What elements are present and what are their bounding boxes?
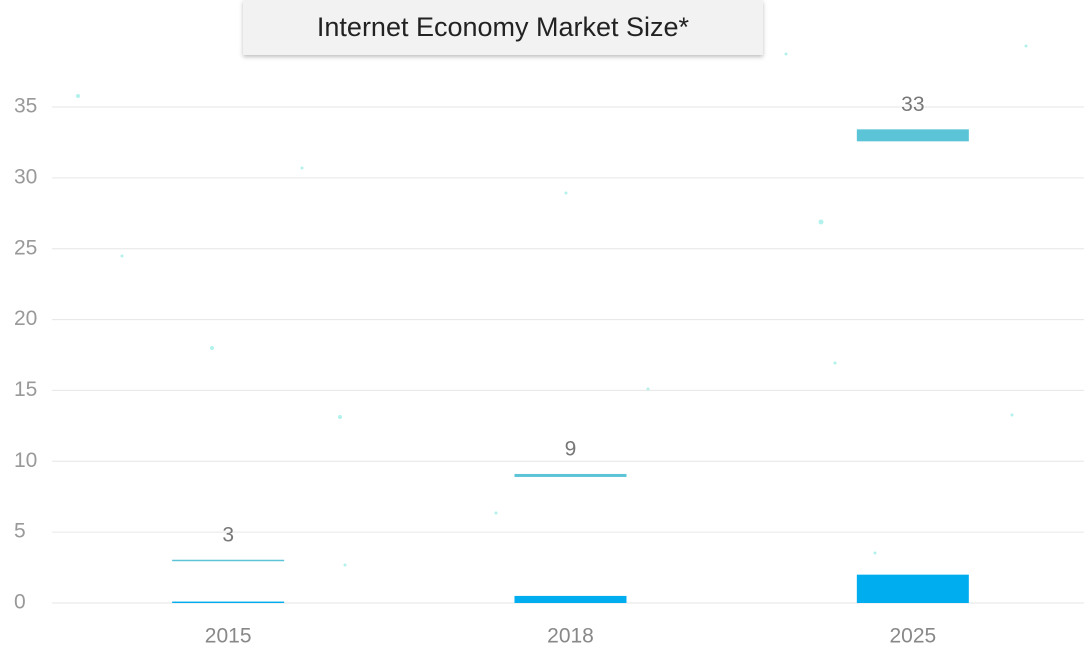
value-marker xyxy=(172,559,285,562)
bar xyxy=(856,574,969,603)
y-tick-label: 15 xyxy=(14,378,37,401)
value-label: 3 xyxy=(222,523,234,546)
x-tick-label: 2025 xyxy=(889,625,936,648)
y-tick-label: 10 xyxy=(14,449,37,472)
value-label: 9 xyxy=(565,438,577,461)
y-tick-label: 0 xyxy=(14,591,26,614)
bar xyxy=(514,595,627,603)
bar xyxy=(172,601,285,603)
y-tick-label: 5 xyxy=(14,520,26,543)
y-tick-label: 25 xyxy=(14,236,37,259)
value-marker xyxy=(856,129,969,142)
y-tick-label: 20 xyxy=(14,307,37,330)
value-marker xyxy=(514,473,627,477)
y-tick-label: 35 xyxy=(14,95,37,118)
chart-title: Internet Economy Market Size* xyxy=(243,0,763,55)
value-label: 33 xyxy=(901,93,924,116)
decoration xyxy=(76,44,1028,567)
x-tick-label: 2018 xyxy=(547,625,594,648)
x-tick-label: 2015 xyxy=(205,625,252,648)
y-tick-label: 30 xyxy=(14,165,37,188)
